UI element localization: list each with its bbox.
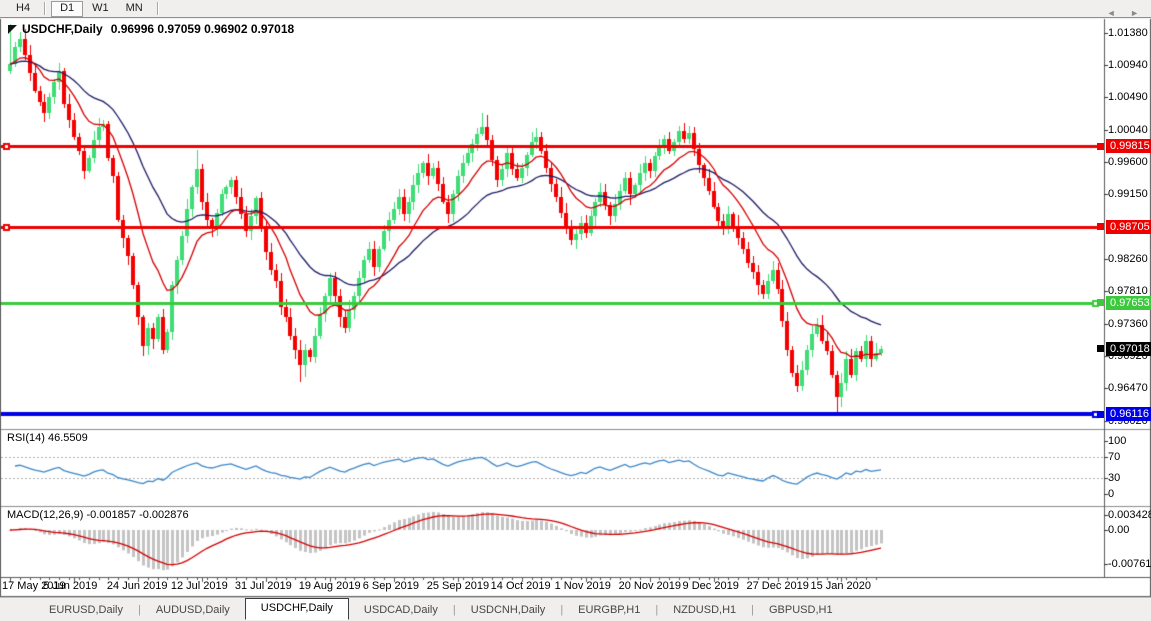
price-level-badge: 0.97018: [1097, 341, 1151, 356]
date-axis-label: 15 Jan 2020: [810, 580, 872, 592]
chart-title-ohlc: 0.96996 0.97059 0.96902 0.97018: [110, 22, 295, 36]
timeframe-button-d1[interactable]: D1: [51, 0, 84, 17]
macd-axis-label: 0.00: [1108, 524, 1130, 536]
chart-title-symbol: USDCHF,Daily: [22, 22, 103, 36]
level-axis-marker: [1097, 345, 1104, 353]
timeframe-button-w1[interactable]: W1: [92, 2, 109, 14]
date-axis-label: 6 Sep 2019: [362, 580, 420, 592]
price-axis-label: 0.97810: [1108, 285, 1148, 298]
rsi-axis-label: 100: [1108, 435, 1127, 448]
tab-gbpusd-h1[interactable]: GBPUSD,H1: [769, 604, 833, 616]
tab-eurusd-daily[interactable]: EURUSD,Daily: [49, 604, 123, 616]
toolbar-separator: [44, 2, 47, 15]
macd-axis-label: -0.007615: [1108, 558, 1151, 571]
date-axis-label: 24 Jun 2019: [106, 580, 168, 592]
tab-separator: |: [452, 604, 456, 616]
date-axis-label: 12 Jul 2019: [170, 580, 228, 592]
tab-scroll-left-icon[interactable]: ◄: [1106, 8, 1116, 18]
date-axis-label: 5 Jun 2019: [42, 580, 98, 592]
level-axis-marker: [1097, 299, 1104, 307]
date-axis-label: 27 Dec 2019: [746, 580, 809, 592]
tab-separator: |: [137, 604, 141, 616]
rsi-indicator-label: RSI(14) 46.5509: [7, 432, 88, 444]
rsi-axis-label: 70: [1108, 450, 1121, 463]
date-axis-label: 1 Nov 2019: [554, 580, 611, 592]
date-axis-label: 14 Oct 2019: [490, 580, 551, 592]
price-axis-label: 1.00490: [1108, 91, 1148, 104]
symbol-tab-bar: EURUSD,Daily | AUDUSD,Daily USDCHF,Daily USD…: [0, 597, 1151, 621]
price-axis-label: 0.99150: [1108, 188, 1148, 201]
tab-usdchf-daily[interactable]: USDCHF,Daily: [244, 598, 349, 620]
level-axis-marker: [1097, 142, 1104, 150]
tab-separator: |: [655, 604, 659, 616]
toolbar-separator: [156, 2, 159, 15]
timeframe-toolbar: H4 D1 W1 MN: [0, 0, 1151, 18]
price-axis-label: 0.97360: [1108, 317, 1148, 330]
price-axis-label: 0.96470: [1108, 382, 1148, 395]
date-axis-label: 9 Dec 2019: [682, 580, 739, 592]
tab-separator: |: [751, 604, 754, 616]
price-level-badge: 0.97653: [1097, 295, 1151, 310]
tab-eurgbp-h1[interactable]: EURGBP,H1: [578, 604, 641, 616]
tab-separator: |: [560, 604, 564, 616]
timeframe-button-h4[interactable]: H4: [16, 2, 31, 14]
date-axis-label: 31 Jul 2019: [234, 580, 292, 592]
price-level-badge: 0.98705: [1097, 219, 1151, 234]
level-axis-marker: [1097, 223, 1104, 231]
tab-scroll-right-icon[interactable]: ►: [1130, 8, 1139, 18]
level-axis-marker: [1097, 410, 1104, 418]
chart-menu-icon[interactable]: [8, 24, 17, 34]
tab-usdcnh-daily[interactable]: USDCNH,Daily: [470, 604, 546, 616]
date-axis-label: 19 Aug 2019: [298, 580, 361, 592]
timeframe-button-mn[interactable]: MN: [125, 2, 143, 14]
date-axis-label: 25 Sep 2019: [426, 580, 490, 592]
tab-usdcad-daily[interactable]: USDCAD,Daily: [363, 604, 438, 616]
price-axis-label: 1.00040: [1108, 123, 1148, 136]
rsi-axis-label: 0: [1108, 487, 1115, 500]
price-axis-label: 0.99600: [1108, 155, 1148, 168]
tab-nzdusd-h1[interactable]: NZDUSD,H1: [673, 604, 737, 616]
tab-audusd-daily[interactable]: AUDUSD,Daily: [155, 604, 230, 616]
price-level-badge: 0.99815: [1097, 139, 1151, 154]
price-level-badge: 0.96116: [1097, 407, 1151, 421]
chart-title: USDCHF,Daily 0.96996 0.97059 0.96902 0.9…: [8, 22, 294, 36]
tab-scroll-arrows: ◄ ►: [1095, 8, 1139, 18]
macd-indicator-label: MACD(12,26,9) -0.001857 -0.002876: [7, 509, 189, 521]
macd-axis-label: 0.003428: [1108, 508, 1151, 521]
rsi-axis-label: 30: [1108, 471, 1121, 484]
price-axis-label: 0.98260: [1108, 252, 1148, 265]
price-axis-label: 1.01380: [1108, 27, 1148, 39]
date-axis-label: 20 Nov 2019: [618, 580, 681, 592]
price-axis-label: 1.00940: [1108, 58, 1148, 71]
date-axis-label: 17 May 2019: [2, 580, 66, 592]
